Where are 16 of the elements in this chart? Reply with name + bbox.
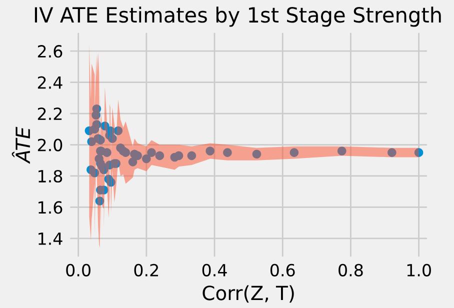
y-tick-label: 2.6 [38,45,62,58]
y-tick-label: 1.6 [38,201,62,214]
x-tick-label: 0.4 [202,264,227,276]
y-tick-label: 2.0 [38,138,62,152]
y-tick-label: 2.2 [38,108,62,120]
y-tick-label: 1.8 [38,170,62,183]
y-tick-label: 1.4 [38,232,62,245]
y-axis-title: ÂTE [12,126,30,164]
x-tick-label: 0.8 [338,264,363,276]
x-tick-label: 0.6 [270,264,295,276]
x-tick-label: 0.0 [66,264,90,276]
chart-title: IV ATE Estimates by 1st Stage Strength [34,6,441,27]
x-tick-label: 0.2 [134,264,158,276]
x-tick-label: 1.0 [407,264,431,276]
y-tick-label: 2.4 [38,76,62,89]
x-axis-title: Corr(Z, T) [202,285,294,303]
